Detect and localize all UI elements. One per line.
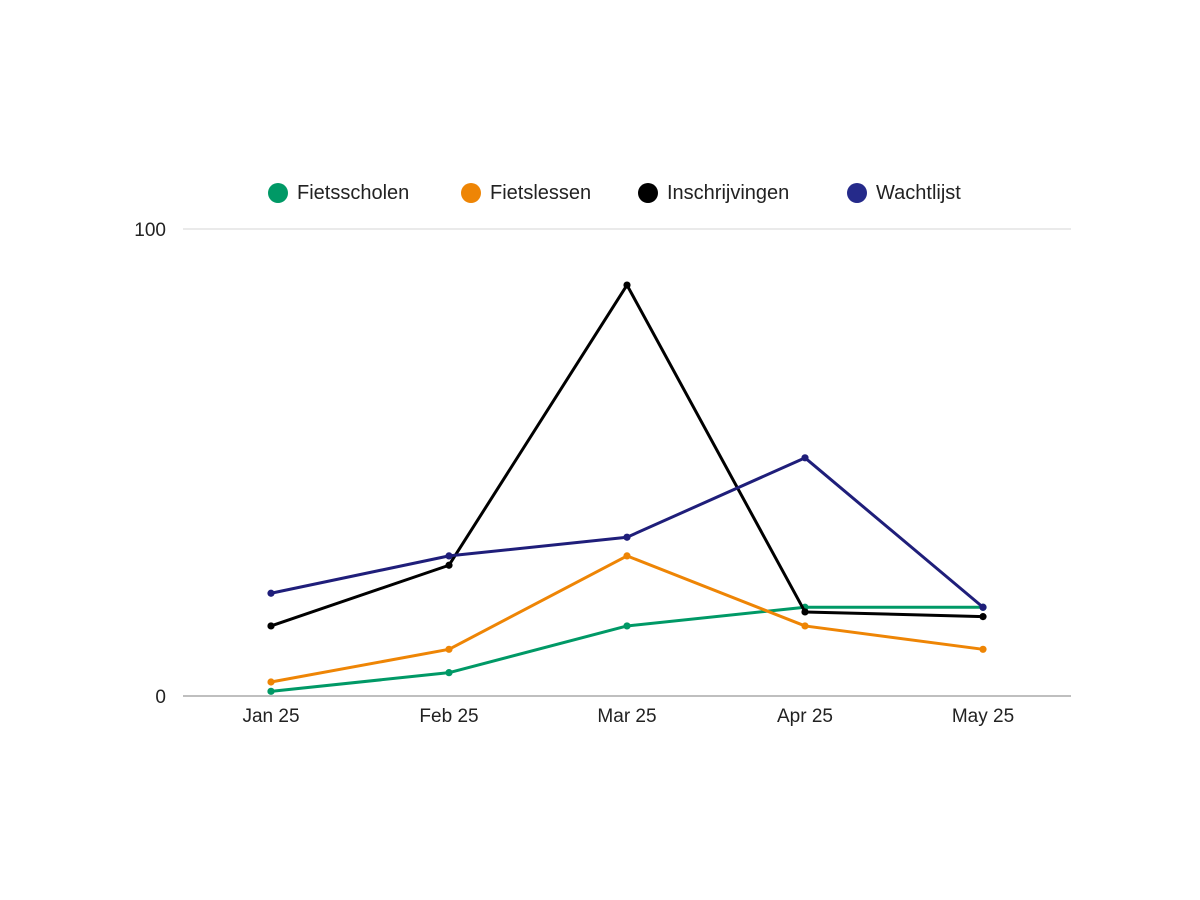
x-tick-label: Feb 25 <box>419 706 478 727</box>
data-point <box>801 608 809 616</box>
series-fietsscholen <box>267 603 987 695</box>
data-point <box>623 552 631 560</box>
legend-label: Fietsscholen <box>297 182 409 204</box>
x-tick-label: Jan 25 <box>242 706 299 727</box>
data-point <box>445 645 453 653</box>
legend-swatch <box>638 183 658 203</box>
data-point <box>267 622 275 630</box>
data-point <box>267 678 275 686</box>
legend-item: Inschrijvingen <box>638 182 789 204</box>
data-point <box>801 454 809 462</box>
legend-swatch <box>847 183 867 203</box>
series-layer <box>267 281 987 695</box>
legend-label: Wachtlijst <box>876 182 961 204</box>
data-point <box>267 589 275 597</box>
data-point <box>267 687 275 695</box>
series-line <box>269 456 985 609</box>
y-tick-label: 100 <box>134 220 166 241</box>
legend-swatch <box>461 183 481 203</box>
series-inschrijvingen <box>267 281 987 630</box>
data-point <box>979 603 987 611</box>
data-point <box>445 561 453 569</box>
legend-item: Wachtlijst <box>847 182 961 204</box>
series-line <box>269 283 985 628</box>
legend-label: Fietslessen <box>490 182 591 204</box>
legend-item: Fietsscholen <box>268 182 409 204</box>
series-line <box>269 554 985 684</box>
legend-item: Fietslessen <box>461 182 591 204</box>
x-tick-label: Apr 25 <box>777 706 833 727</box>
legend-label: Inschrijvingen <box>667 182 789 204</box>
data-point <box>623 281 631 289</box>
data-point <box>623 533 631 541</box>
data-point <box>445 552 453 560</box>
data-point <box>445 669 453 677</box>
x-tick-label: May 25 <box>952 706 1014 727</box>
legend-swatch <box>268 183 288 203</box>
legend: Fietsscholen Fietslessen Inschrijvingen Wac… <box>268 182 961 204</box>
x-tick-label: Mar 25 <box>597 706 656 727</box>
axis-layer: 0 100 Jan 25 Feb 25 Mar 25 Apr 25 May 25 <box>134 220 1071 727</box>
data-point <box>979 645 987 653</box>
series-line <box>269 605 985 693</box>
data-point <box>801 622 809 630</box>
series-wachtlijst <box>267 454 987 611</box>
data-point <box>623 622 631 630</box>
data-point <box>979 613 987 621</box>
y-tick-label: 0 <box>155 687 166 708</box>
series-fietslessen <box>267 552 987 686</box>
